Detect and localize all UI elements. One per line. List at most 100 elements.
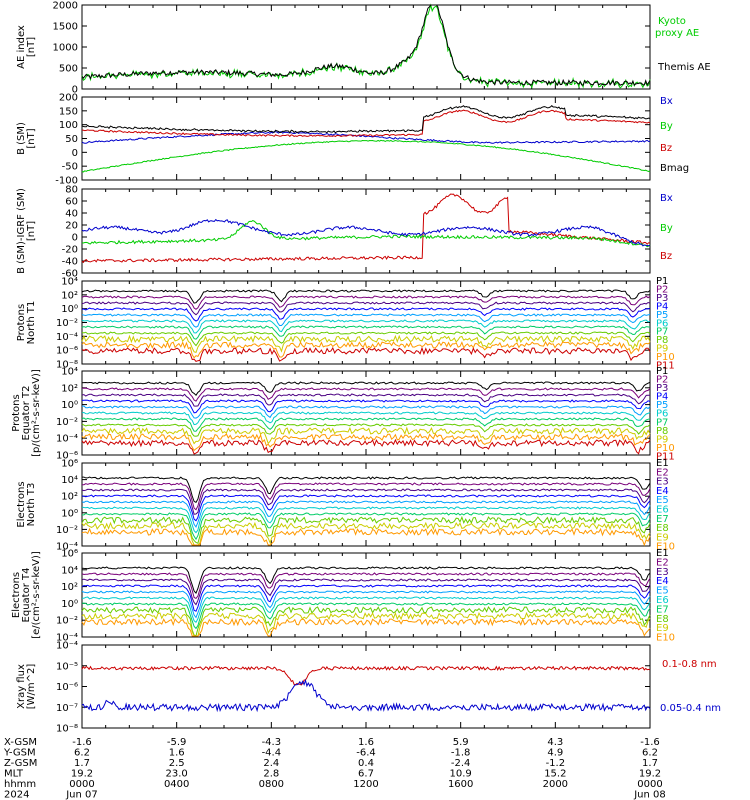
ylabel-ee: [e/(cm²-s-sr-keV)]	[31, 551, 42, 639]
series-pe-6	[81, 411, 651, 426]
ytick-label: 2000	[53, 1, 78, 12]
legend-kyoto-2: proxy AE	[655, 28, 699, 39]
xaxis-value: -2.4	[451, 758, 471, 769]
series-pn-7	[81, 325, 651, 340]
xaxis-row-label: 2024	[4, 790, 29, 800]
series-igrf-by	[81, 220, 651, 248]
ylabel-xray: [W/m^2]	[26, 664, 37, 710]
xaxis-value: 0400	[164, 779, 189, 790]
ylabel-pn: North T1	[26, 301, 37, 345]
xaxis-row-label: X-GSM	[4, 737, 37, 748]
xaxis-value: 2.8	[263, 769, 279, 780]
series-pn-8	[81, 331, 651, 347]
legend-pn-2: P3	[656, 293, 668, 304]
ytick-label: 10⁴	[61, 475, 78, 486]
series-pe-11	[81, 438, 651, 455]
xaxis-value: Jun 07	[65, 790, 98, 800]
ytick-label: 0	[72, 148, 78, 159]
xaxis-value: -1.2	[546, 758, 566, 769]
xaxis-value: 2000	[543, 779, 568, 790]
panel-frame-xray	[81, 644, 651, 729]
legend-igrf-2: Bz	[660, 251, 672, 262]
ylabel-pe: Equator T2	[21, 386, 32, 441]
series-ee-5	[81, 590, 651, 619]
series-ee-4	[81, 584, 651, 612]
ytick-label: 10²	[61, 492, 78, 503]
legend-pe-2: P3	[656, 383, 668, 394]
xaxis-value: 0.4	[358, 758, 374, 769]
legend-pn-0: P1	[656, 276, 668, 287]
xaxis-value: -4.4	[262, 748, 282, 759]
ytick-label: 40	[65, 209, 78, 220]
series-pn-4	[81, 307, 651, 322]
legend-pe-5: P6	[656, 409, 668, 420]
xaxis-value: Jun 08	[633, 790, 666, 800]
series-bz	[81, 109, 651, 138]
series-ee-2	[81, 572, 651, 600]
ylabel-ae: AE index	[16, 25, 27, 69]
ytick-label: 10⁶	[61, 459, 78, 470]
ytick-label: 10⁰	[61, 304, 78, 315]
xaxis-value: 0000	[69, 779, 94, 790]
legend-pe-4: P5	[656, 400, 668, 411]
xaxis-value: 1600	[448, 779, 473, 790]
legend-ee-0: E1	[656, 548, 669, 559]
ytick-label: 1000	[53, 43, 78, 54]
xaxis-value: 1.7	[642, 758, 658, 769]
ytick-label: 500	[59, 64, 78, 75]
legend-bsm-1: By	[660, 121, 673, 132]
series-igrf-bz	[81, 193, 651, 264]
ytick-label: -100	[55, 176, 78, 187]
ytick-label: 10⁻²	[56, 616, 78, 627]
xaxis-value: 6.2	[74, 748, 90, 759]
ytick-label: 60	[65, 197, 78, 208]
ytick-label: 10²	[61, 582, 78, 593]
xaxis-value: -1.6	[72, 737, 92, 748]
legend-pn-1: P2	[656, 284, 668, 295]
ylabel-ae: [nT]	[26, 37, 37, 57]
xaxis-value: 1200	[353, 779, 378, 790]
series-bx	[81, 131, 651, 144]
legend-pe-6: P7	[656, 417, 668, 428]
ylabel-ee: Electrons	[11, 572, 22, 618]
legend-en-1: E2	[656, 467, 669, 478]
legend-ee-4: E5	[656, 586, 669, 597]
legend-themis: Themis AE	[657, 62, 711, 73]
legend-pn-10: P11	[656, 361, 675, 372]
legend-ee-9: E10	[656, 633, 675, 644]
series-ee-1	[81, 566, 651, 595]
legend-pn-5: P6	[656, 318, 668, 329]
series-pe-1	[81, 381, 651, 396]
series-pn-1	[81, 289, 651, 304]
xaxis-value: -1.6	[640, 737, 660, 748]
ytick-label: 200	[59, 93, 78, 104]
ytick-label: 10⁴	[61, 565, 78, 576]
series-pe-2	[81, 387, 651, 402]
series-pe-8	[81, 423, 651, 437]
ylabel-en: Electrons	[16, 481, 27, 527]
series-ee-9	[81, 611, 651, 637]
series-igrf-bx	[81, 218, 651, 247]
series-pe-9	[81, 426, 651, 445]
xaxis-value: 10.9	[450, 769, 472, 780]
series-bmag	[81, 105, 651, 134]
series-kyoto-ae	[81, 3, 651, 89]
series-by	[81, 139, 651, 173]
legend-pn-8: P9	[656, 344, 668, 355]
legend-en-3: E4	[656, 486, 669, 497]
ytick-label: 10²	[61, 290, 78, 301]
ylabel-xray: Xray flux	[16, 664, 27, 709]
series-en-3	[81, 488, 651, 515]
legend-igrf-0: Bx	[660, 193, 673, 204]
xaxis-value: 0800	[259, 779, 284, 790]
series-pn-10	[81, 340, 651, 359]
series-pe-4	[81, 399, 651, 414]
ytick-label: 10²	[61, 383, 78, 394]
ytick-label: 10⁻⁶	[56, 346, 78, 357]
ytick-label: -20	[62, 245, 78, 256]
series-en-10	[81, 527, 651, 547]
series-en-1	[82, 476, 651, 503]
ytick-label: 20	[65, 221, 78, 232]
ytick-label: -50	[62, 162, 78, 173]
series-pe-7	[81, 417, 651, 432]
